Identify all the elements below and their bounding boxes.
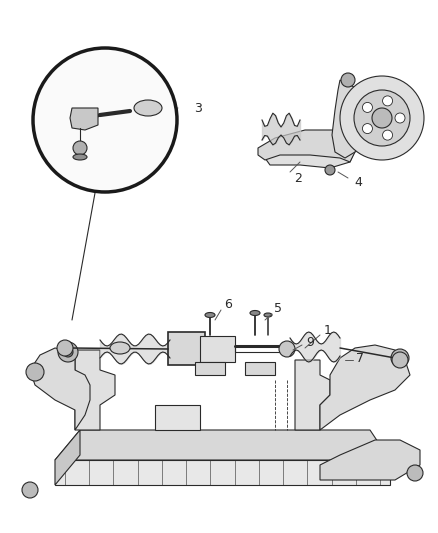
Polygon shape xyxy=(265,138,355,168)
Circle shape xyxy=(362,124,372,134)
Polygon shape xyxy=(168,332,205,365)
Circle shape xyxy=(63,347,73,357)
Polygon shape xyxy=(320,345,410,430)
Text: 5: 5 xyxy=(274,302,282,314)
Polygon shape xyxy=(195,362,225,375)
Text: 7: 7 xyxy=(356,351,364,365)
Circle shape xyxy=(395,113,405,123)
Ellipse shape xyxy=(110,342,130,354)
Circle shape xyxy=(372,108,392,128)
Polygon shape xyxy=(55,430,390,460)
Polygon shape xyxy=(200,336,235,362)
Polygon shape xyxy=(30,348,90,430)
Text: 2: 2 xyxy=(294,172,302,184)
Circle shape xyxy=(340,76,424,160)
Circle shape xyxy=(33,48,177,192)
Ellipse shape xyxy=(73,154,87,160)
Ellipse shape xyxy=(134,100,162,116)
Circle shape xyxy=(279,341,295,357)
Polygon shape xyxy=(258,130,355,162)
Ellipse shape xyxy=(205,312,215,318)
Circle shape xyxy=(325,165,335,175)
Circle shape xyxy=(382,96,392,106)
Polygon shape xyxy=(55,460,390,485)
Circle shape xyxy=(392,352,408,368)
Circle shape xyxy=(354,90,410,146)
Polygon shape xyxy=(75,350,115,430)
Circle shape xyxy=(382,130,392,140)
Polygon shape xyxy=(320,440,420,480)
Circle shape xyxy=(391,349,409,367)
Polygon shape xyxy=(70,108,98,130)
Polygon shape xyxy=(155,405,200,430)
Text: 1: 1 xyxy=(324,324,332,336)
Circle shape xyxy=(22,482,38,498)
Ellipse shape xyxy=(250,311,260,316)
Text: 6: 6 xyxy=(224,298,232,311)
Text: 4: 4 xyxy=(354,175,362,189)
Polygon shape xyxy=(245,362,275,375)
Text: 9: 9 xyxy=(306,335,314,349)
Polygon shape xyxy=(332,80,368,158)
Circle shape xyxy=(407,465,423,481)
Polygon shape xyxy=(55,430,80,485)
Ellipse shape xyxy=(264,313,272,317)
Circle shape xyxy=(58,342,78,362)
Circle shape xyxy=(341,73,355,87)
Circle shape xyxy=(73,141,87,155)
Circle shape xyxy=(57,340,73,356)
Circle shape xyxy=(362,102,372,112)
Text: 3: 3 xyxy=(194,101,202,115)
Polygon shape xyxy=(295,360,330,430)
Circle shape xyxy=(26,363,44,381)
Circle shape xyxy=(396,354,404,362)
